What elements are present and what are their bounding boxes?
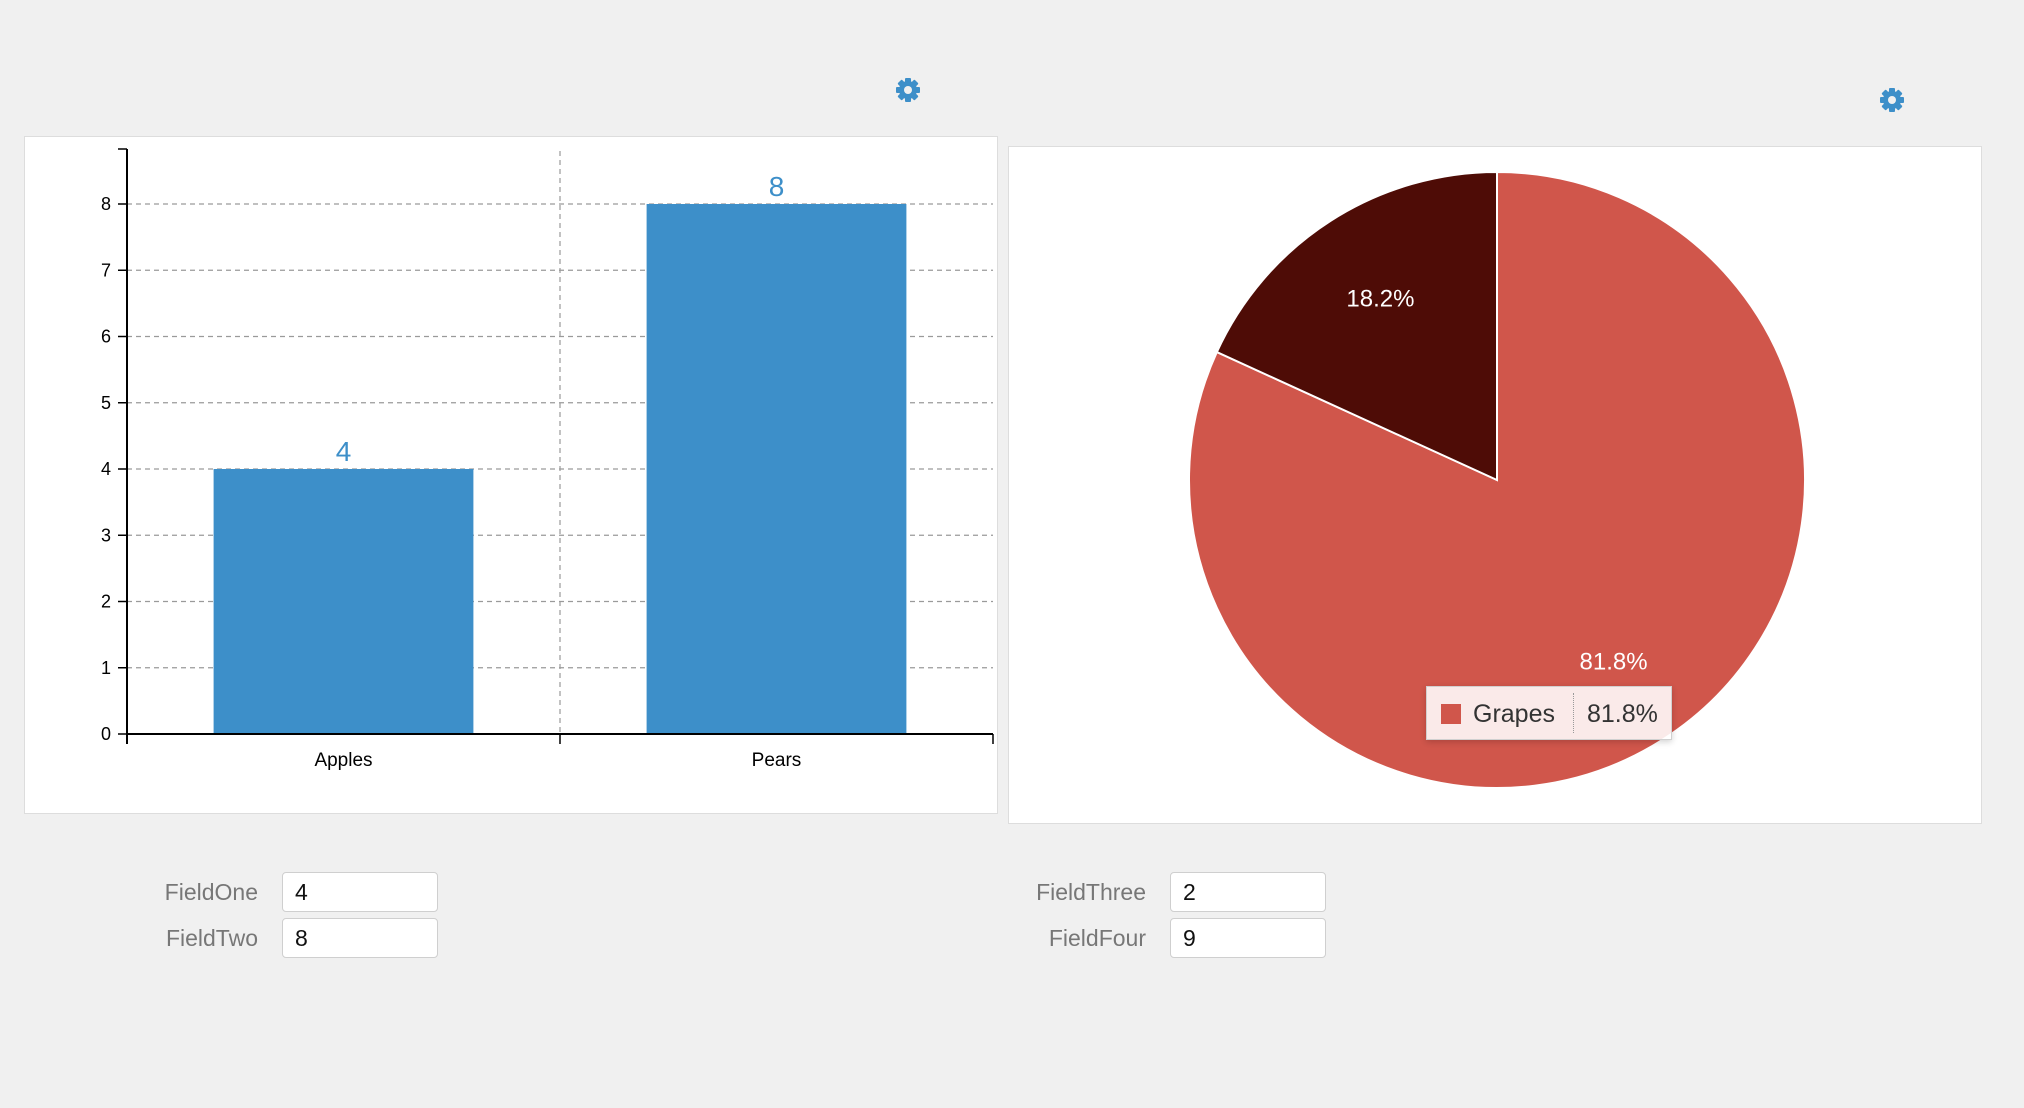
gear-icon <box>1880 88 1904 112</box>
field-label: FieldThree <box>1036 879 1146 905</box>
field-label: FieldTwo <box>165 925 258 951</box>
pie-tooltip: Grapes 81.8% <box>1426 686 1672 740</box>
tooltip-separator <box>1573 693 1574 733</box>
field-label: FieldOne <box>164 879 258 905</box>
tooltip-series-name: Grapes <box>1473 700 1555 728</box>
x-tick-label: Pears <box>752 750 802 771</box>
field-three-input[interactable] <box>1170 872 1326 912</box>
bar <box>646 204 907 734</box>
field-four-input[interactable] <box>1170 918 1326 958</box>
field-one-input[interactable] <box>282 872 438 912</box>
field-two-input[interactable] <box>282 918 438 958</box>
field-row-two: FieldTwo <box>0 918 1000 958</box>
y-tick-label: 8 <box>101 194 111 214</box>
field-row-one: FieldOne <box>0 872 1000 912</box>
y-tick-label: 0 <box>101 724 111 744</box>
bar-chart-panel: 0 1 2 3 4 5 6 7 8 4 Apples 8 Pears <box>24 136 998 814</box>
y-tick-label: 7 <box>101 260 111 280</box>
y-tick-label: 1 <box>101 658 111 678</box>
pie-slice <box>1215 170 1498 482</box>
bar <box>213 469 474 734</box>
x-tick-label: Apples <box>314 750 372 771</box>
pie-slice-label: 81.8% <box>1580 648 1648 675</box>
field-row-four: FieldFour <box>0 918 2024 958</box>
y-tick-label: 4 <box>101 459 111 479</box>
y-tick-label: 2 <box>101 592 111 612</box>
pie-chart: 81.8% 18.2% <box>1188 170 1806 789</box>
bar-data-label: 8 <box>769 171 785 202</box>
field-label: FieldFour <box>1048 925 1146 951</box>
pie-chart-settings-gear-icon[interactable] <box>1878 86 1906 114</box>
field-row-three: FieldThree <box>0 872 2024 912</box>
y-tick-label: 5 <box>101 393 111 413</box>
bar-data-label: 4 <box>336 436 352 467</box>
y-tick-label: 3 <box>101 525 111 545</box>
tooltip-value: 81.8% <box>1587 700 1658 728</box>
bar-chart: 0 1 2 3 4 5 6 7 8 4 Apples 8 Pears <box>101 148 994 771</box>
pie-slice-label: 18.2% <box>1346 286 1414 313</box>
bar-chart-settings-gear-icon[interactable] <box>894 76 922 104</box>
tooltip-swatch <box>1441 704 1461 724</box>
y-tick-label: 6 <box>101 327 111 347</box>
gear-icon <box>896 78 920 102</box>
